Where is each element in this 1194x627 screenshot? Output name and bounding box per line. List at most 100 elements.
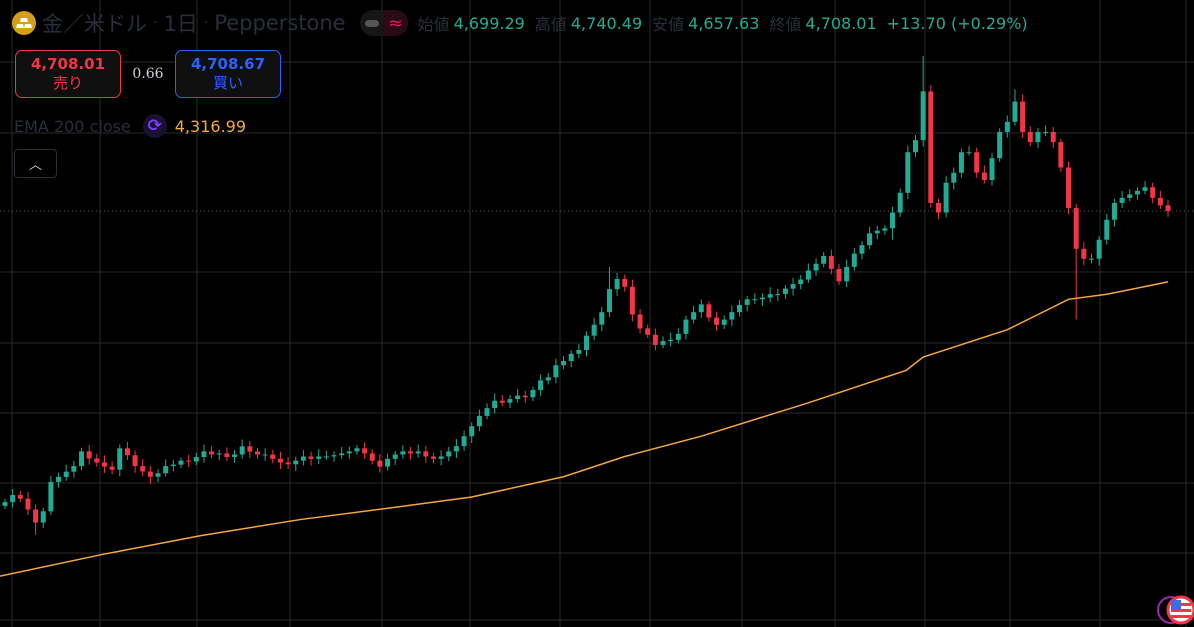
chevron-up-icon: ︿ (28, 158, 42, 173)
collapse-legend-button[interactable]: ︿ (14, 149, 57, 178)
candle-body (1165, 205, 1171, 212)
candle-body (1058, 142, 1064, 168)
candle-body (354, 448, 360, 452)
candle-body (1104, 219, 1110, 240)
candle-body (584, 335, 589, 350)
ema-label: EMA 200 close (14, 116, 131, 136)
candle-body (63, 471, 69, 477)
candle-body (683, 319, 689, 334)
market-status-pill[interactable]: ≈ (359, 10, 408, 36)
candle-body (989, 158, 995, 180)
candle-body (469, 426, 475, 437)
candle-body (759, 297, 765, 300)
candle-body (828, 256, 834, 269)
candle-body (507, 399, 513, 403)
low-value: 4,657.63 (688, 13, 760, 33)
candle-body (201, 451, 207, 458)
delayed-data-icon: ≈ (383, 10, 408, 36)
candle-body (859, 245, 865, 254)
candle-body (308, 456, 314, 459)
candle-body (813, 263, 819, 271)
candle-body (109, 466, 115, 470)
close-value: 4,708.01 (805, 13, 877, 33)
candle-body (499, 400, 505, 403)
candle-body (981, 172, 987, 180)
candle-body (752, 299, 758, 301)
candle-body (323, 456, 329, 458)
candle-body (461, 436, 467, 447)
candle-body (645, 328, 651, 335)
candle-body (1066, 167, 1072, 209)
candle-body (392, 454, 398, 459)
candle-body (186, 460, 192, 462)
candle-body (408, 451, 414, 454)
candle-body (951, 172, 957, 183)
candle-body (1035, 131, 1041, 143)
candle-body (958, 152, 964, 173)
candle-body (339, 453, 345, 456)
candle-body (905, 152, 911, 193)
candle-body (790, 284, 796, 289)
candle-body (232, 454, 238, 458)
symbol-name[interactable]: 金／米ドル (42, 12, 147, 36)
candle-body (86, 451, 92, 459)
candle-body (178, 460, 184, 465)
candle-body (224, 453, 230, 458)
candle-body (591, 324, 597, 336)
candle-body (492, 400, 498, 409)
candle-body (897, 192, 903, 213)
candle-body (33, 509, 39, 523)
candle-body (193, 457, 199, 462)
candle-body (216, 453, 222, 455)
candle-body (446, 451, 452, 457)
candle-body (316, 456, 322, 459)
candle-body (966, 152, 972, 154)
candle-body (935, 202, 941, 213)
candle-body (629, 286, 635, 315)
candle-body (1127, 194, 1133, 198)
candle-body (117, 448, 123, 470)
candle-body (1111, 202, 1117, 220)
candle-body (155, 473, 161, 477)
candle-body (568, 353, 574, 362)
candle-body (675, 333, 681, 340)
candle-body (170, 464, 176, 467)
candle-body (140, 466, 146, 472)
candle-body (943, 182, 949, 213)
ema-legend[interactable]: EMA 200 close ⟳ 4,316.99 (14, 114, 246, 138)
candle-body (698, 304, 704, 313)
candle-body (247, 446, 253, 452)
candle-body (997, 131, 1003, 159)
candle-body (614, 279, 620, 290)
candle-body (147, 471, 153, 477)
candle-body (1150, 187, 1156, 198)
currency-flags[interactable] (1154, 594, 1194, 627)
candle-body (920, 91, 926, 141)
candle-body (400, 451, 406, 455)
candle-body (293, 460, 299, 465)
high-value: 4,740.49 (570, 13, 643, 33)
broker[interactable]: Pepperstone (214, 11, 346, 35)
refresh-icon[interactable]: ⟳ (142, 114, 167, 138)
candle-body (522, 395, 528, 398)
buy-button[interactable]: 4,708.67 買い (175, 50, 281, 98)
candle-body (867, 233, 873, 246)
candle-body (430, 456, 436, 459)
candle-body (1096, 239, 1102, 259)
symbol-legend: 金／米ドル · 1日 · Pepperstone ≈ 始値 4,699.29 高値… (12, 8, 1038, 38)
candle-body (1043, 131, 1049, 133)
candle-body (530, 390, 536, 398)
candle-body (385, 458, 391, 467)
candle-body (737, 304, 743, 313)
candle-body (729, 312, 735, 320)
interval[interactable]: 1日 (163, 12, 198, 36)
candle-body (1134, 190, 1140, 195)
candle-body (515, 395, 521, 400)
candle-body (767, 294, 773, 298)
candle-body (1157, 197, 1163, 206)
sell-button[interactable]: 4,708.01 売り (15, 50, 121, 98)
candle-body (132, 455, 138, 467)
candle-body (484, 408, 490, 416)
candle-body (691, 312, 697, 320)
